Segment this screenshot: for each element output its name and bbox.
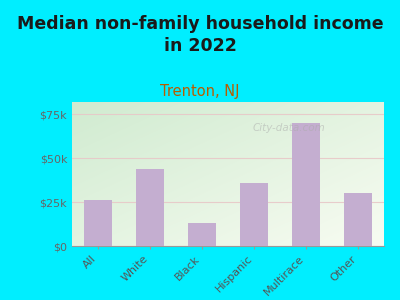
Bar [292, 123, 320, 246]
Text: Trenton, NJ: Trenton, NJ [160, 84, 240, 99]
Text: Median non-family household income
in 2022: Median non-family household income in 20… [17, 15, 383, 55]
Text: City-data.com: City-data.com [253, 123, 326, 133]
Bar [188, 223, 216, 246]
Bar [84, 200, 112, 246]
Bar [136, 169, 164, 246]
Bar [240, 183, 268, 246]
Bar [344, 193, 372, 246]
